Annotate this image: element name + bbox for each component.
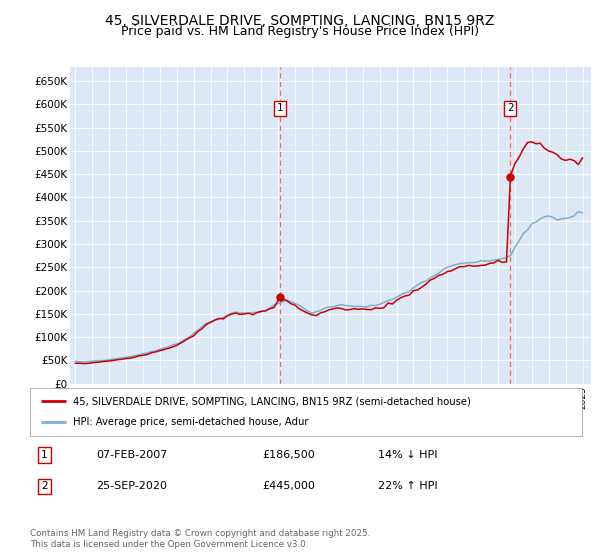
Text: 07-FEB-2007: 07-FEB-2007 [96,450,167,460]
Text: 45, SILVERDALE DRIVE, SOMPTING, LANCING, BN15 9RZ: 45, SILVERDALE DRIVE, SOMPTING, LANCING,… [106,14,494,28]
Text: 1: 1 [41,450,47,460]
Text: Price paid vs. HM Land Registry's House Price Index (HPI): Price paid vs. HM Land Registry's House … [121,25,479,38]
Text: 2: 2 [507,104,514,113]
Text: £445,000: £445,000 [262,482,315,492]
Text: 25-SEP-2020: 25-SEP-2020 [96,482,167,492]
Text: 2: 2 [41,482,47,492]
Text: 22% ↑ HPI: 22% ↑ HPI [378,482,437,492]
Text: HPI: Average price, semi-detached house, Adur: HPI: Average price, semi-detached house,… [73,417,308,427]
Text: 1: 1 [277,104,283,113]
Text: Contains HM Land Registry data © Crown copyright and database right 2025.
This d: Contains HM Land Registry data © Crown c… [30,529,370,549]
Text: 14% ↓ HPI: 14% ↓ HPI [378,450,437,460]
Text: £186,500: £186,500 [262,450,314,460]
Text: 45, SILVERDALE DRIVE, SOMPTING, LANCING, BN15 9RZ (semi-detached house): 45, SILVERDALE DRIVE, SOMPTING, LANCING,… [73,396,471,407]
